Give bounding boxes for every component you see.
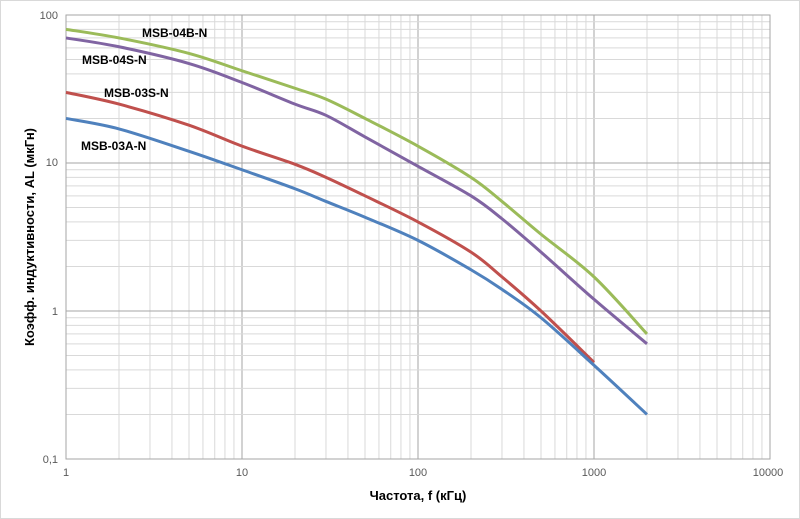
x-tick-label: 1000 xyxy=(582,467,606,479)
x-axis-title: Частота, f (кГц) xyxy=(370,488,467,503)
series-label-msb-04b-n: MSB-04B-N xyxy=(142,26,207,40)
series-line-msb-04s-n xyxy=(65,36,648,345)
x-tick-label: 10000 xyxy=(753,467,784,479)
grid xyxy=(65,15,770,460)
series-line-msb-04b-n xyxy=(65,27,649,335)
y-axis-title: Коэфф. индуктивности, AL (мкГн) xyxy=(22,128,37,346)
x-tick-label: 1 xyxy=(63,467,69,479)
x-tick-label: 100 xyxy=(409,467,427,479)
series-label-msb-03s-n: MSB-03S-N xyxy=(104,86,169,100)
y-tick-label: 1 xyxy=(52,306,58,318)
y-tick-label: 100 xyxy=(40,10,58,22)
series-label-msb-04s-n: MSB-04S-N xyxy=(82,53,147,67)
series-line-msb-03a-n xyxy=(65,116,649,416)
plot-area xyxy=(65,14,771,460)
y-tick-label: 10 xyxy=(46,157,58,169)
series-line-msb-03s-n xyxy=(65,90,596,364)
y-tick-label: 0,1 xyxy=(43,454,58,466)
series-label-msb-03a-n: MSB-03A-N xyxy=(81,139,146,153)
x-tick-label: 10 xyxy=(236,467,248,479)
